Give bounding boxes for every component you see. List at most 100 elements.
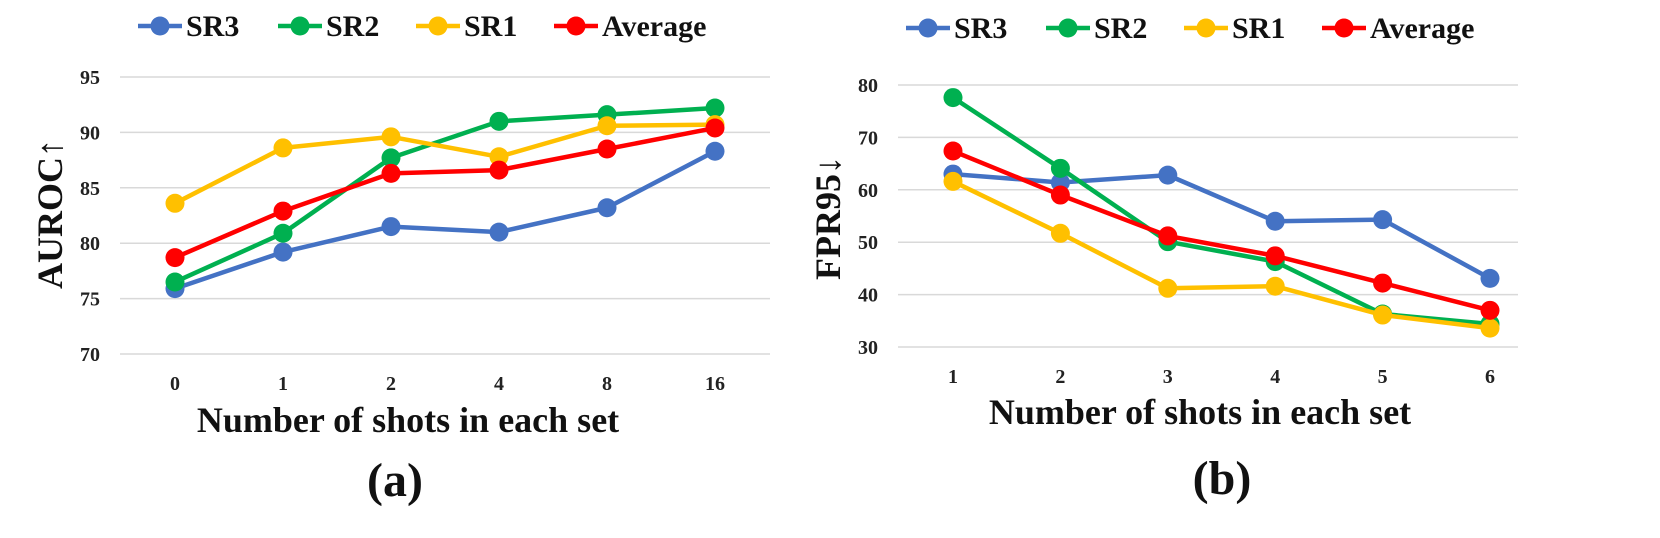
x-tick-label: 2 (1055, 366, 1065, 388)
legend-label: SR3 (186, 10, 239, 43)
legend-swatch-marker (150, 16, 170, 36)
legend-label: SR2 (326, 10, 379, 43)
data-point (597, 116, 617, 136)
x-tick-label: 2 (386, 373, 396, 395)
data-point (943, 141, 963, 161)
data-point (1480, 318, 1500, 338)
y-tick-label: 95 (80, 67, 100, 89)
y-tick-label: 40 (858, 285, 878, 307)
legend-item: SR3 (138, 10, 239, 43)
data-point (165, 193, 185, 213)
data-point (943, 88, 963, 108)
series-average (165, 118, 725, 268)
series-line (952, 148, 1491, 313)
x-tick-label: 4 (1270, 366, 1280, 388)
y-tick-label: 80 (858, 75, 878, 97)
y-tick-label: 30 (858, 337, 878, 359)
x-tick-label: 16 (705, 373, 725, 395)
legend-item: SR3 (906, 12, 1007, 45)
y-tick-label: 90 (80, 122, 100, 144)
legend-label: SR1 (1232, 12, 1285, 45)
data-point (489, 222, 509, 242)
y-tick-label: 80 (80, 233, 100, 255)
data-point (1050, 223, 1070, 243)
data-point (705, 118, 725, 138)
x-tick-label: 5 (1378, 366, 1388, 388)
data-point (381, 148, 401, 168)
y-tick-label: 70 (80, 344, 100, 366)
legend-swatch-marker (1196, 18, 1216, 38)
legend-label: SR2 (1094, 12, 1147, 45)
legend-swatch-marker (428, 16, 448, 36)
panel-label: (b) (1193, 452, 1252, 505)
legend-label: SR1 (464, 10, 517, 43)
series-average (943, 141, 1500, 320)
data-point (1050, 158, 1070, 178)
data-point (1480, 268, 1500, 288)
data-point (273, 242, 293, 262)
x-axis-label: Number of shots in each set (989, 392, 1411, 432)
series-sr2 (943, 88, 1500, 334)
data-point (1373, 210, 1393, 230)
series-line (952, 179, 1491, 331)
data-point (1480, 300, 1500, 320)
data-point (1373, 305, 1393, 325)
legend: SR3 SR2 SR1 Average (138, 10, 706, 43)
series-sr1 (165, 115, 725, 213)
data-point (489, 111, 509, 131)
series-line (173, 122, 716, 206)
data-point (943, 171, 963, 191)
series-sr1 (943, 171, 1500, 338)
data-point (165, 248, 185, 268)
data-point (1265, 211, 1285, 231)
series-line (174, 105, 716, 285)
legend-swatch-marker (566, 16, 586, 36)
legend-label: Average (1370, 12, 1474, 45)
data-point (381, 127, 401, 147)
x-tick-label: 3 (1163, 366, 1173, 388)
data-point (597, 139, 617, 159)
data-point (381, 163, 401, 183)
data-point (1158, 278, 1178, 298)
legend: SR3 SR2 SR1 Average (906, 12, 1474, 45)
data-point (273, 138, 293, 158)
legend-swatch-marker (918, 18, 938, 38)
legend-swatch-marker (290, 16, 310, 36)
y-tick-label: 75 (80, 289, 100, 311)
data-point (1265, 276, 1285, 296)
series-sr3 (943, 164, 1500, 288)
legend-label: Average (602, 10, 706, 43)
legend-item: SR1 (1184, 12, 1285, 45)
legend-swatch-marker (1334, 18, 1354, 38)
legend-item: Average (554, 10, 706, 43)
data-point (381, 217, 401, 237)
x-tick-label: 8 (602, 373, 612, 395)
data-point (273, 201, 293, 221)
data-point (705, 141, 725, 161)
y-tick-label: 60 (858, 180, 878, 202)
data-point (597, 198, 617, 218)
x-tick-label: 4 (494, 373, 504, 395)
data-point (705, 98, 725, 118)
series-line (174, 125, 716, 260)
y-tick-label: 85 (80, 178, 100, 200)
x-tick-label: 1 (948, 366, 958, 388)
legend-swatch-marker (1058, 18, 1078, 38)
panel-label: (a) (367, 454, 423, 507)
data-point (489, 147, 509, 167)
x-axis-label: Number of shots in each set (197, 400, 619, 440)
chart-panel-b: 30 40 50 60 70 80 1 2 3 4 5 6 Number of shots in eac… (808, 12, 1518, 505)
data-point (1158, 165, 1178, 185)
y-axis-label: AUROC↑ (30, 139, 70, 289)
data-point (1265, 246, 1285, 266)
data-point (1050, 185, 1070, 205)
y-axis-label: FPR95↓ (808, 156, 848, 280)
legend-item: Average (1322, 12, 1474, 45)
chart-panel-a: 70 75 80 85 90 95 0 1 2 4 8 16 Number of shots in ea… (30, 10, 770, 507)
data-point (273, 223, 293, 243)
series-sr3 (165, 141, 725, 299)
series-line (174, 149, 717, 291)
series-line (952, 171, 1492, 281)
x-tick-label: 0 (170, 373, 180, 395)
